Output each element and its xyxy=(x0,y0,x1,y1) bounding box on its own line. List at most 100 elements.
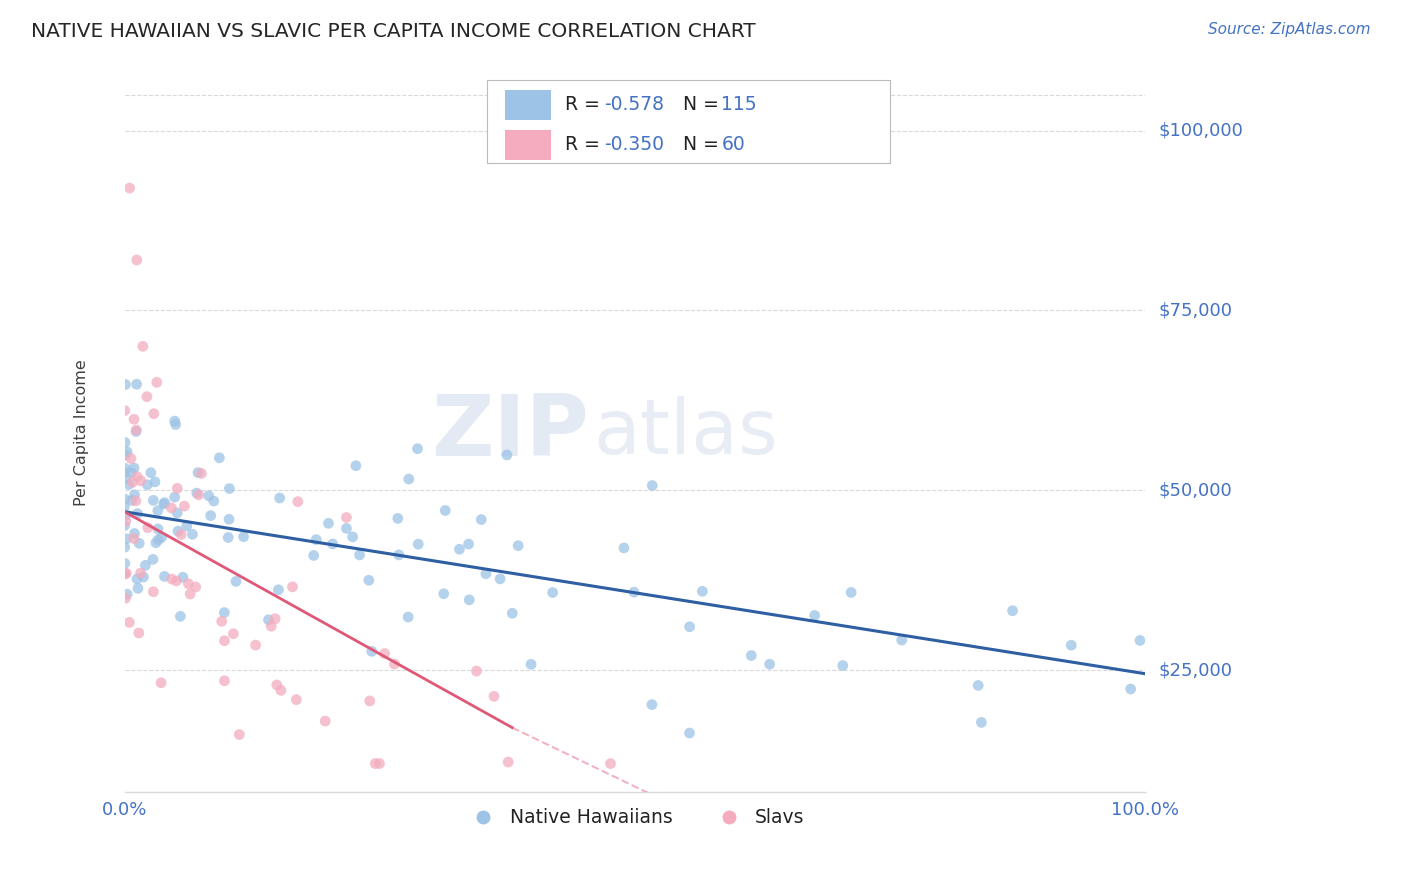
Point xyxy=(302,549,325,563)
Point xyxy=(128,626,150,640)
Point xyxy=(127,582,149,596)
Point xyxy=(287,494,309,508)
Text: N =: N = xyxy=(682,95,724,114)
Point xyxy=(641,478,664,492)
Point xyxy=(318,516,340,531)
Text: R =: R = xyxy=(565,95,606,114)
Point xyxy=(153,495,176,509)
Point xyxy=(139,466,162,480)
Point xyxy=(222,626,245,640)
Point xyxy=(406,537,429,551)
Text: 115: 115 xyxy=(721,95,756,114)
Point xyxy=(217,531,239,545)
Point xyxy=(167,524,190,539)
Text: atlas: atlas xyxy=(593,396,779,470)
Point xyxy=(187,488,209,502)
Point xyxy=(169,609,191,624)
Point xyxy=(114,448,136,462)
Point xyxy=(114,540,136,554)
Point xyxy=(165,417,187,432)
Point xyxy=(143,475,166,489)
Point xyxy=(1001,604,1024,618)
Point xyxy=(122,461,145,475)
Point xyxy=(114,377,136,392)
Point xyxy=(269,491,291,505)
Point xyxy=(967,678,990,692)
Point xyxy=(153,569,176,583)
Point xyxy=(114,566,136,581)
Text: R =: R = xyxy=(565,136,606,154)
Point xyxy=(136,390,159,404)
Point xyxy=(121,466,143,480)
Point xyxy=(398,472,420,486)
Point xyxy=(260,619,283,633)
Point xyxy=(508,539,530,553)
Point xyxy=(177,576,200,591)
Point xyxy=(184,580,207,594)
Point xyxy=(758,657,780,672)
Point xyxy=(125,425,148,439)
Point xyxy=(125,423,148,437)
Point xyxy=(125,469,148,483)
Point xyxy=(121,493,143,508)
Point xyxy=(176,519,198,533)
Point xyxy=(114,566,136,581)
Point xyxy=(160,500,183,515)
Point xyxy=(165,574,187,588)
Point xyxy=(122,412,145,426)
Point xyxy=(692,584,714,599)
Point xyxy=(125,494,148,508)
Point xyxy=(305,533,328,547)
Point xyxy=(142,493,165,508)
Point xyxy=(160,572,183,586)
Text: -0.350: -0.350 xyxy=(605,136,664,154)
Point xyxy=(146,522,169,536)
Point xyxy=(232,530,254,544)
Point xyxy=(496,448,519,462)
Point xyxy=(678,620,700,634)
Point xyxy=(496,755,519,769)
Point xyxy=(225,574,247,589)
Point xyxy=(740,648,762,663)
Point xyxy=(114,500,136,514)
Point xyxy=(114,466,136,480)
Point xyxy=(163,414,186,428)
Text: $25,000: $25,000 xyxy=(1159,661,1233,679)
Text: $75,000: $75,000 xyxy=(1159,301,1233,319)
Point xyxy=(115,508,138,522)
Point xyxy=(344,458,367,473)
Point xyxy=(387,511,409,525)
Point xyxy=(501,607,523,621)
Point xyxy=(142,407,165,421)
Point xyxy=(285,692,308,706)
Point xyxy=(125,377,148,392)
Point xyxy=(136,521,159,535)
Point xyxy=(172,570,194,584)
Point xyxy=(118,615,141,630)
Point xyxy=(142,552,165,566)
Point xyxy=(599,756,621,771)
Point xyxy=(406,442,429,456)
Point xyxy=(214,633,236,648)
Point xyxy=(115,566,138,581)
Point xyxy=(214,606,236,620)
Point xyxy=(475,566,498,581)
Point xyxy=(342,530,364,544)
Text: Per Capita Income: Per Capita Income xyxy=(75,359,89,506)
Point xyxy=(166,506,188,520)
Point xyxy=(153,497,176,511)
Point xyxy=(368,756,391,771)
Point xyxy=(678,726,700,740)
Point xyxy=(335,521,357,535)
Point xyxy=(357,573,380,587)
Point xyxy=(145,376,167,390)
Point xyxy=(360,644,382,658)
Point xyxy=(541,585,564,599)
Point xyxy=(434,503,457,517)
Point xyxy=(134,558,156,573)
Point xyxy=(281,580,304,594)
Point xyxy=(482,690,505,704)
Point xyxy=(114,461,136,475)
Point xyxy=(173,499,195,513)
Point xyxy=(1119,681,1142,696)
